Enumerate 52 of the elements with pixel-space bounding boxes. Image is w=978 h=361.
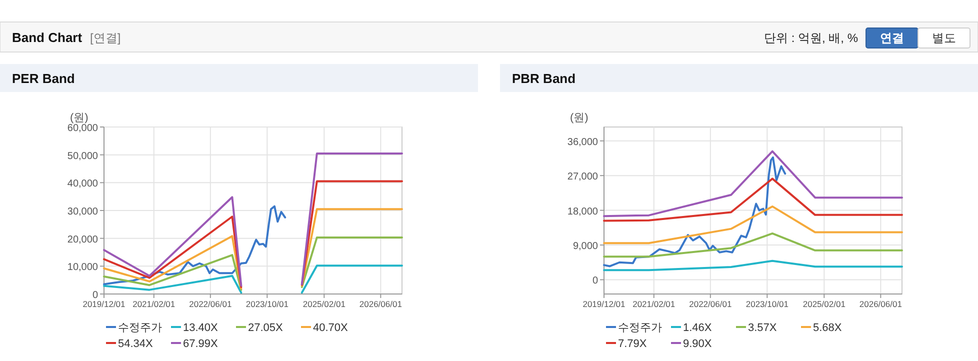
x-tick-label: 2019/12/01 — [582, 299, 626, 309]
chart-title: PER Band — [12, 71, 75, 86]
y-tick-label: 9,000 — [572, 241, 598, 252]
y-tick-label: 18,000 — [567, 206, 598, 218]
y-tick-label: 50,000 — [67, 150, 98, 162]
text: Band Chart — [12, 30, 83, 45]
x-tick-label: 2023/10/01 — [246, 299, 289, 309]
text: 별도 — [932, 31, 956, 45]
chart-title: PBR Band — [512, 71, 576, 86]
legend-label: 1.46X — [683, 322, 712, 334]
legend-label: 13.40X — [183, 322, 219, 334]
y-tick-label: 10,000 — [67, 262, 98, 274]
line-series — [603, 178, 903, 222]
line-series — [603, 205, 903, 244]
y-tick-label: 20,000 — [67, 234, 98, 246]
y-tick-label: 27,000 — [567, 172, 598, 183]
legend-label: 54.34X — [118, 338, 154, 350]
legend-label: 27.05X — [248, 322, 284, 334]
y-tick-label: 36,000 — [567, 136, 598, 148]
x-tick-label: 2021/02/01 — [132, 299, 176, 309]
text: 연결 — [880, 31, 904, 45]
legend-label: 3.57X — [748, 322, 778, 334]
legend-label: 67.99X — [183, 338, 219, 350]
y-tick-label: 0 — [592, 276, 598, 287]
legend-label: 40.70X — [313, 322, 349, 334]
x-tick-label: 2021/02/01 — [632, 299, 676, 309]
x-tick-label: 2026/06/01 — [859, 299, 902, 309]
line-series — [603, 150, 903, 218]
legend-label: 수정주가 — [118, 322, 162, 334]
y-tick-label: 40,000 — [67, 178, 98, 190]
line-series — [103, 205, 286, 286]
legend-label: 7.79X — [618, 338, 648, 350]
x-tick-label: 2023/10/01 — [746, 299, 789, 309]
y-axis-title: (원) — [70, 112, 88, 124]
x-tick-label: 2022/06/01 — [689, 299, 732, 309]
x-tick-label: 2025/02/01 — [802, 299, 846, 309]
line-series — [603, 156, 786, 268]
y-tick-label: 60,000 — [67, 123, 98, 134]
legend-label: 수정주가 — [618, 322, 662, 334]
x-tick-label: 2019/12/01 — [82, 299, 126, 309]
legend-label: 9.90X — [683, 338, 712, 350]
text: [연결] — [90, 31, 121, 45]
line-series — [603, 260, 903, 272]
x-tick-label: 2022/06/01 — [189, 299, 232, 309]
x-tick-label: 2026/06/01 — [359, 299, 402, 309]
legend-label: 5.68X — [813, 322, 842, 334]
x-tick-label: 2025/02/01 — [302, 299, 346, 309]
y-tick-label: 30,000 — [67, 206, 98, 218]
text: 단위 : 억원, 배, % — [764, 31, 858, 45]
y-tick-label: 0 — [92, 290, 98, 301]
y-axis-title: (원) — [570, 112, 588, 124]
line-series — [603, 232, 903, 258]
